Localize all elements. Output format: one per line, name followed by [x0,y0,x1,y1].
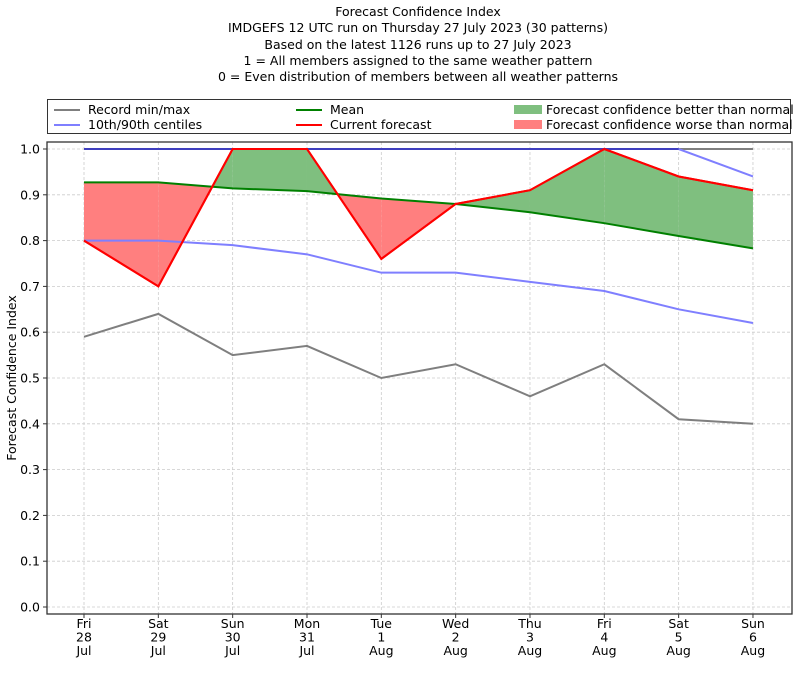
x-tick-label: Mon [294,616,320,631]
y-tick-label: 0.5 [20,371,40,386]
x-tick-label: Aug [592,643,616,658]
y-tick-label: 1.0 [20,142,40,157]
legend-item-current: Current forecast [296,117,431,132]
y-tick-label: 0.9 [20,187,40,202]
x-tick-label: 31 [299,630,315,645]
series-line-record_min [83,312,754,425]
legend-label: Mean [330,102,365,117]
legend-item-mean: Mean [296,102,364,117]
y-tick-label: 0.8 [20,233,40,248]
x-tick-label: 4 [600,630,608,645]
x-tick-label: Jul [224,643,240,658]
y-tick-label: 0.4 [20,416,40,431]
legend-item-better: Forecast confidence better than normal [514,102,794,117]
x-tick-label: 30 [225,630,241,645]
legend-label: Forecast confidence worse than normal [546,117,793,132]
x-tick-label: 2 [452,630,460,645]
legend-item-worse: Forecast confidence worse than normal [514,117,793,132]
x-tick-label: 3 [526,630,534,645]
chart-subtitle-line: Based on the latest 1126 runs up to 27 J… [264,36,572,52]
x-tick-label: Aug [741,643,765,658]
fill-better-than-normal [455,190,530,213]
series-line-current-top [83,147,754,288]
x-tick-label: Sun [741,616,765,631]
x-axis: Fri28JulSat29JulSun30JulMon31JulTue1AugW… [75,614,765,658]
legend-swatch-centiles [54,123,80,126]
chart-title: Forecast Confidence Index [335,4,501,19]
legend-label: 10th/90th centiles [88,117,203,132]
y-tick-label: 0.7 [20,279,40,294]
x-tick-label: Fri [77,616,92,631]
legend-swatch-current [296,123,322,126]
legend-swatch-mean [296,108,322,111]
x-tick-label: Thu [517,616,541,631]
legend-swatch-better [514,105,542,114]
x-tick-label: 28 [76,630,92,645]
legend-swatch-worse [514,120,542,129]
x-tick-label: Aug [369,643,393,658]
legend-label: Record min/max [88,102,191,117]
x-tick-label: 6 [749,630,757,645]
x-tick-label: Sat [148,616,169,631]
y-tick-label: 0.6 [20,325,40,340]
x-tick-label: Wed [442,616,469,631]
legend-swatch-record [54,108,80,111]
fill-worse-than-normal [84,182,159,287]
fill-worse-than-normal [381,198,456,259]
fill-better-than-normal [678,176,753,249]
x-tick-label: 1 [377,630,385,645]
x-tick-label: Aug [666,643,690,658]
legend: Record min/max 10th/90th centiles Mean C… [47,99,794,134]
x-tick-label: Tue [370,616,393,631]
chart-title-block: Forecast Confidence Index IMDGEFS 12 UTC… [0,4,800,85]
legend-item-centiles: 10th/90th centiles [54,117,202,132]
y-tick-label: 0.2 [20,508,40,523]
x-tick-label: Sat [668,616,689,631]
chart-subtitle-line: IMDGEFS 12 UTC run on Thursday 27 July 2… [228,20,608,36]
x-tick-label: Jul [150,643,166,658]
fill-better-than-normal [232,149,307,192]
series-line-mean [84,181,754,250]
x-tick-label: Jul [75,643,91,658]
series-lines [83,147,754,425]
fill-better-than-normal [604,149,679,237]
confidence-fills [84,149,753,287]
chart-subtitle-line: 0 = Even distribution of members between… [217,69,619,85]
x-tick-label: Aug [443,643,467,658]
y-tick-label: 0.3 [20,462,40,477]
y-axis: 0.0 0.1 0.2 0.3 0.4 0.5 0.6 0.7 0.8 0.9 1.0 [20,142,47,615]
y-tick-label: 0.0 [20,600,40,615]
y-tick-label: 0.1 [20,554,40,569]
legend-label: Forecast confidence better than normal [546,102,794,117]
x-tick-label: 5 [675,630,683,645]
chart-subtitle-line: 1 = All members assigned to the same wea… [243,52,593,68]
x-tick-label: Sun [221,616,245,631]
legend-item-record: Record min/max [54,102,190,117]
x-tick-label: Fri [597,616,612,631]
x-tick-label: 29 [150,630,166,645]
series-line-p10 [84,239,754,325]
x-tick-label: Aug [518,643,542,658]
y-axis-label: Forecast Confidence Index [4,295,19,461]
legend-label: Current forecast [330,117,432,132]
fill-better-than-normal [529,149,605,224]
x-tick-label: Jul [298,643,314,658]
